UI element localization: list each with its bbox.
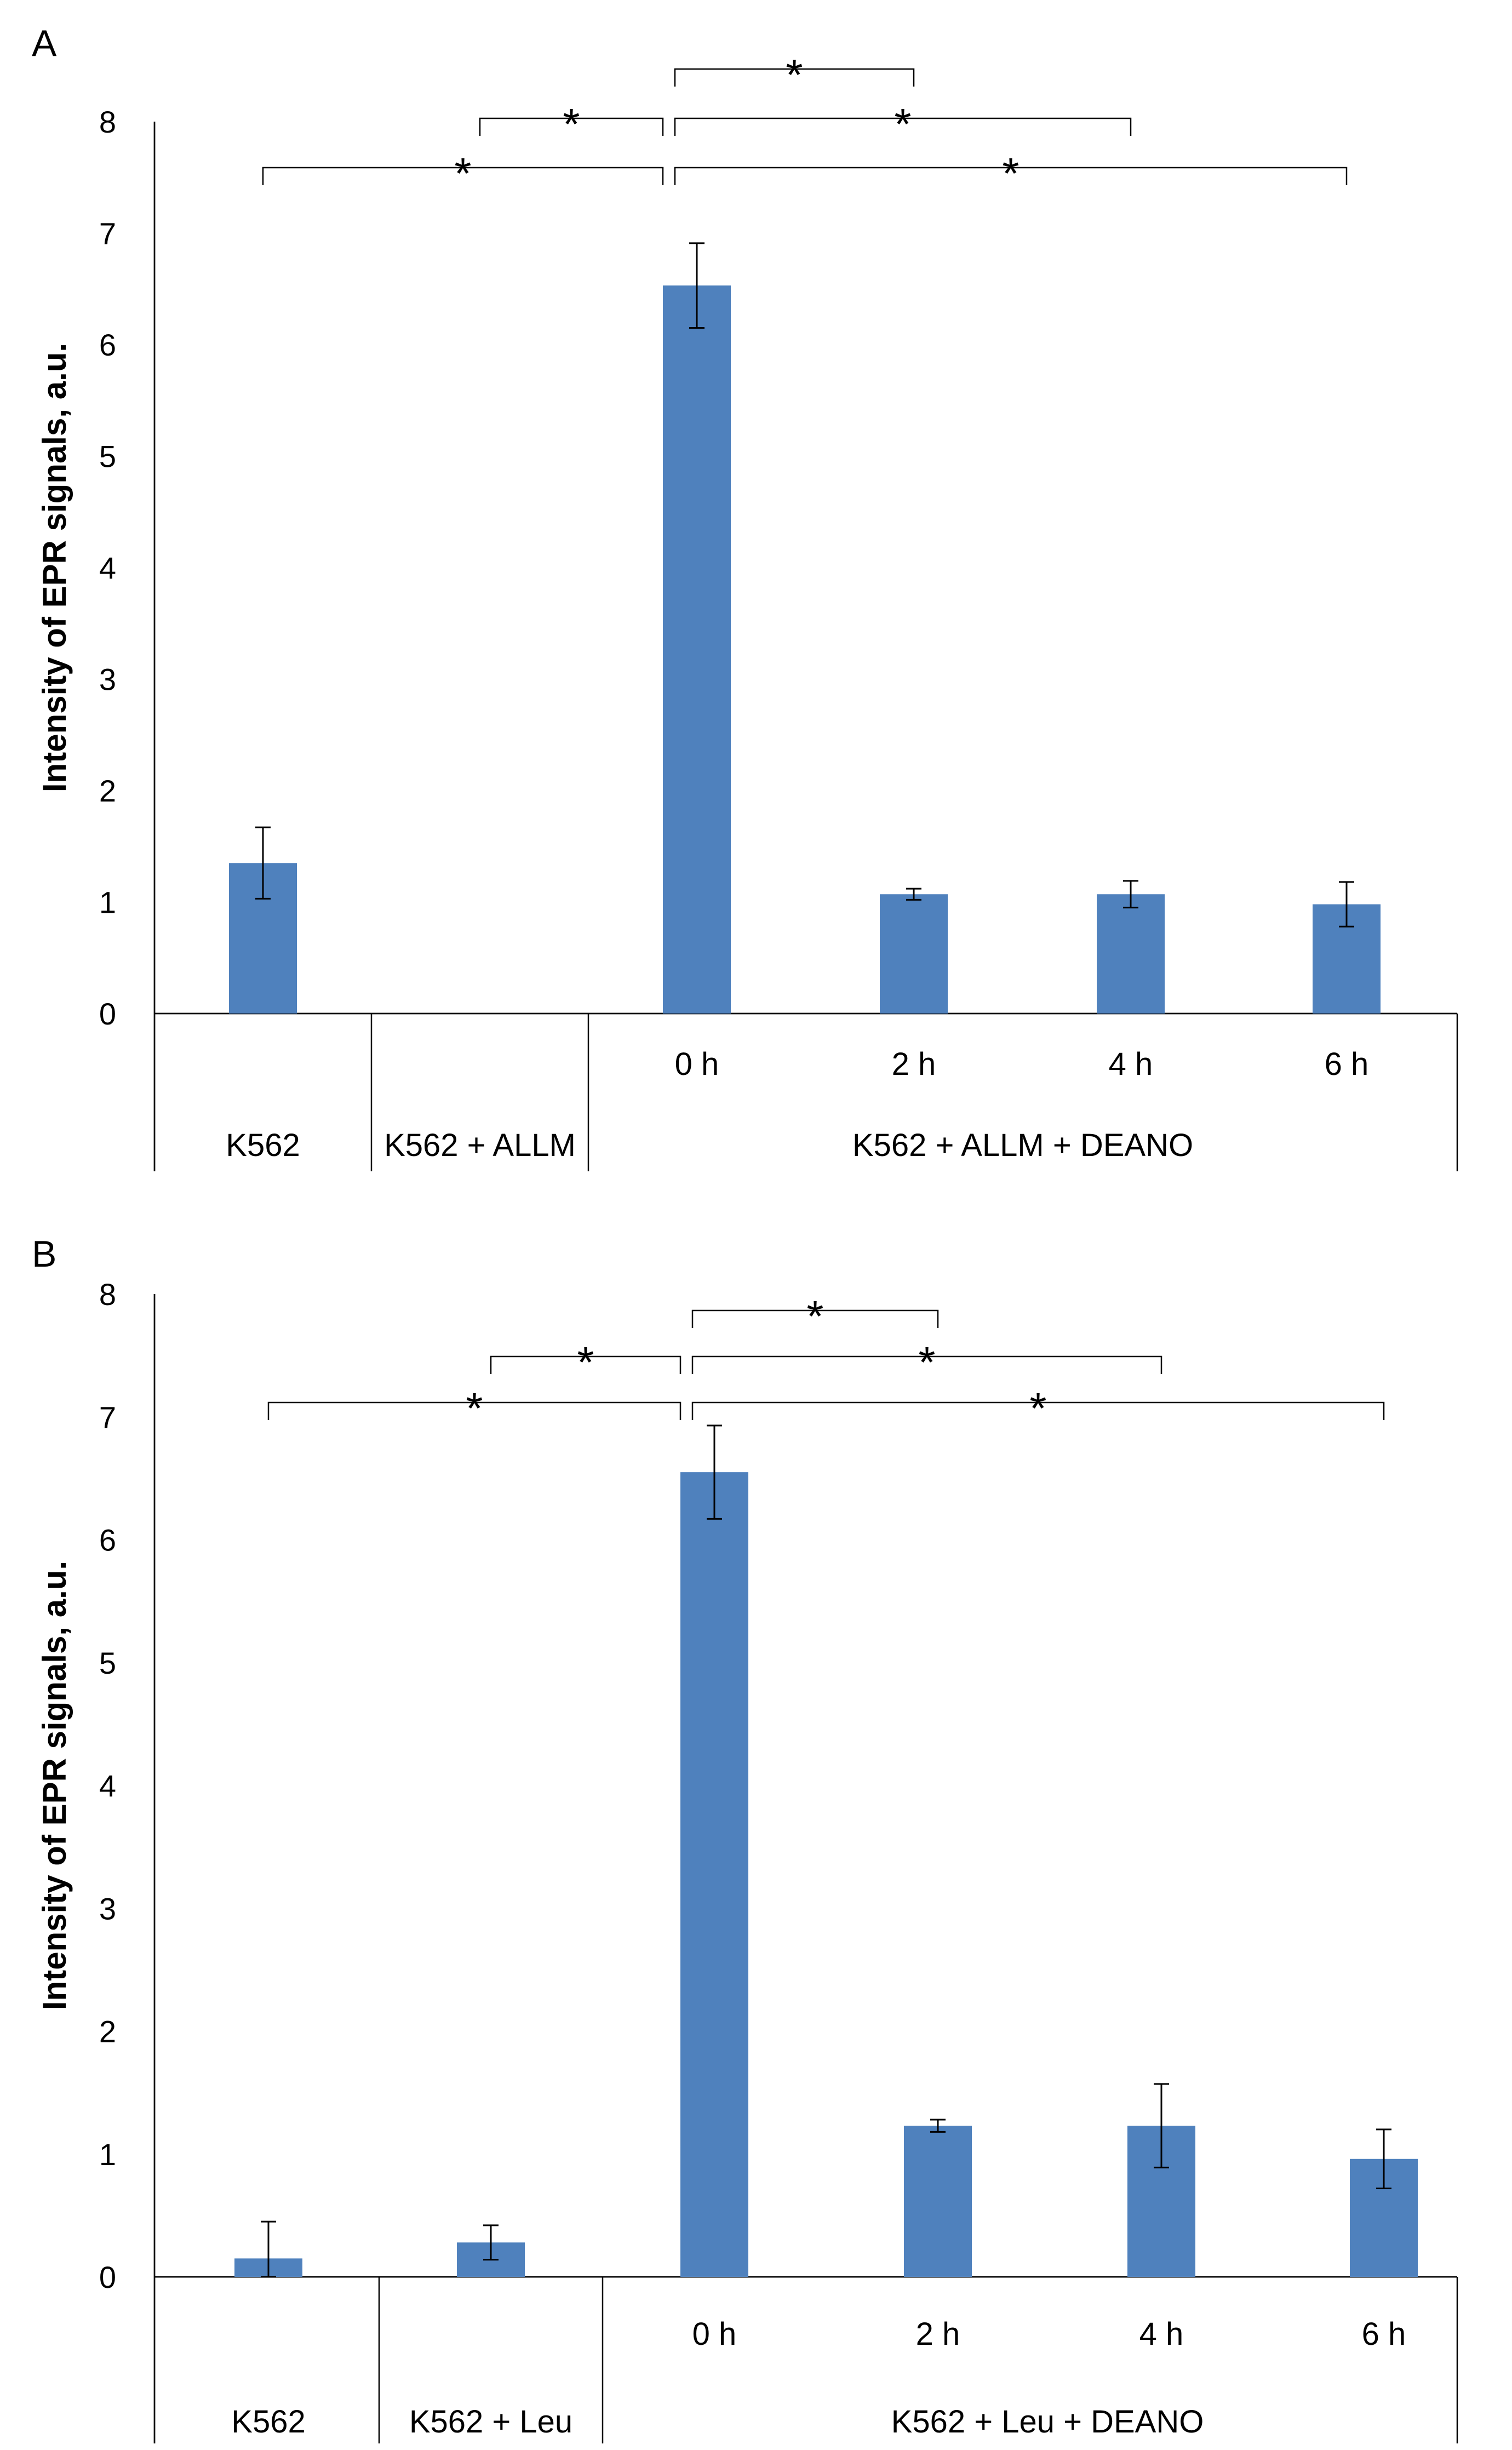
x-sub-label: 0 h	[692, 2316, 737, 2352]
x-group-label: K562 + Leu	[409, 2404, 572, 2440]
significance-star: *	[1002, 149, 1019, 198]
y-tick-label: 2	[99, 774, 116, 808]
significance-bracket	[691, 1355, 1162, 1374]
x-group-label: K562	[231, 2404, 305, 2440]
y-tick-label: 3	[99, 662, 116, 697]
x-sub-label: 6 h	[1325, 1046, 1369, 1082]
significance-bracket	[691, 1309, 939, 1328]
chart-panel-a: A Intensity of EPR signals, a.u. 0 1 2 3 4 5 6 7 8…	[32, 22, 1458, 1171]
bar	[663, 285, 731, 1014]
y-axis-label: Intensity of EPR signals, a.u.	[36, 1561, 73, 2010]
x-sub-label: 0 h	[675, 1046, 719, 1082]
bar	[680, 1472, 748, 2277]
y-tick-label: 1	[99, 2137, 116, 2172]
panel-label: A	[32, 22, 57, 64]
x-group-label: K562 + Leu + DEANO	[891, 2404, 1204, 2440]
bar	[904, 2126, 972, 2277]
y-tick-label: 8	[99, 105, 116, 139]
x-sub-label: 6 h	[1362, 2316, 1406, 2352]
significance-star: *	[454, 149, 471, 198]
y-tick-label: 3	[99, 1891, 116, 1926]
significance-bracket	[490, 1355, 681, 1374]
significance-bracket	[479, 117, 664, 136]
significance-bracket	[674, 117, 1132, 136]
significance-bracket	[674, 68, 915, 87]
significance-star: *	[577, 1338, 594, 1387]
significance-star: *	[894, 100, 911, 148]
x-sub-label: 4 h	[1139, 2316, 1184, 2352]
chart-panel-b: B Intensity of EPR signals, a.u. 0 1 2 3 4 5 6 7 8…	[32, 1233, 1458, 2443]
significance-star: *	[786, 50, 803, 99]
y-tick-label: 6	[99, 328, 116, 362]
y-tick-label: 5	[99, 1646, 116, 1680]
significance-star: *	[918, 1338, 935, 1387]
y-tick-label: 7	[99, 1400, 116, 1434]
x-group-label: K562 + ALLM + DEANO	[852, 1127, 1193, 1163]
y-tick-label: 0	[99, 2260, 116, 2294]
y-tick-label: 2	[99, 2014, 116, 2049]
significance-bracket	[262, 167, 664, 185]
significance-bracket	[691, 1401, 1385, 1420]
bar	[880, 894, 948, 1014]
bar	[1097, 894, 1165, 1014]
y-tick-label: 4	[99, 551, 116, 585]
significance-star: *	[563, 100, 580, 148]
x-group-label: K562 + ALLM	[384, 1127, 576, 1163]
significance-star: *	[466, 1384, 483, 1433]
y-tick-label: 5	[99, 439, 116, 474]
y-tick-label: 4	[99, 1768, 116, 1803]
significance-bracket	[674, 167, 1348, 185]
y-axis-label: Intensity of EPR signals, a.u.	[36, 343, 73, 792]
y-tick-label: 8	[99, 1277, 116, 1312]
y-tick-label: 1	[99, 885, 116, 920]
y-tick-label: 7	[99, 216, 116, 251]
y-tick-label: 0	[99, 997, 116, 1031]
x-sub-label: 4 h	[1109, 1046, 1153, 1082]
significance-bracket	[267, 1401, 681, 1420]
x-sub-label: 2 h	[916, 2316, 960, 2352]
y-tick-label: 6	[99, 1523, 116, 1558]
x-group-label: K562	[226, 1127, 300, 1163]
x-sub-label: 2 h	[892, 1046, 936, 1082]
panel-label: B	[32, 1233, 56, 1275]
significance-star: *	[806, 1292, 823, 1341]
significance-star: *	[1029, 1384, 1046, 1433]
